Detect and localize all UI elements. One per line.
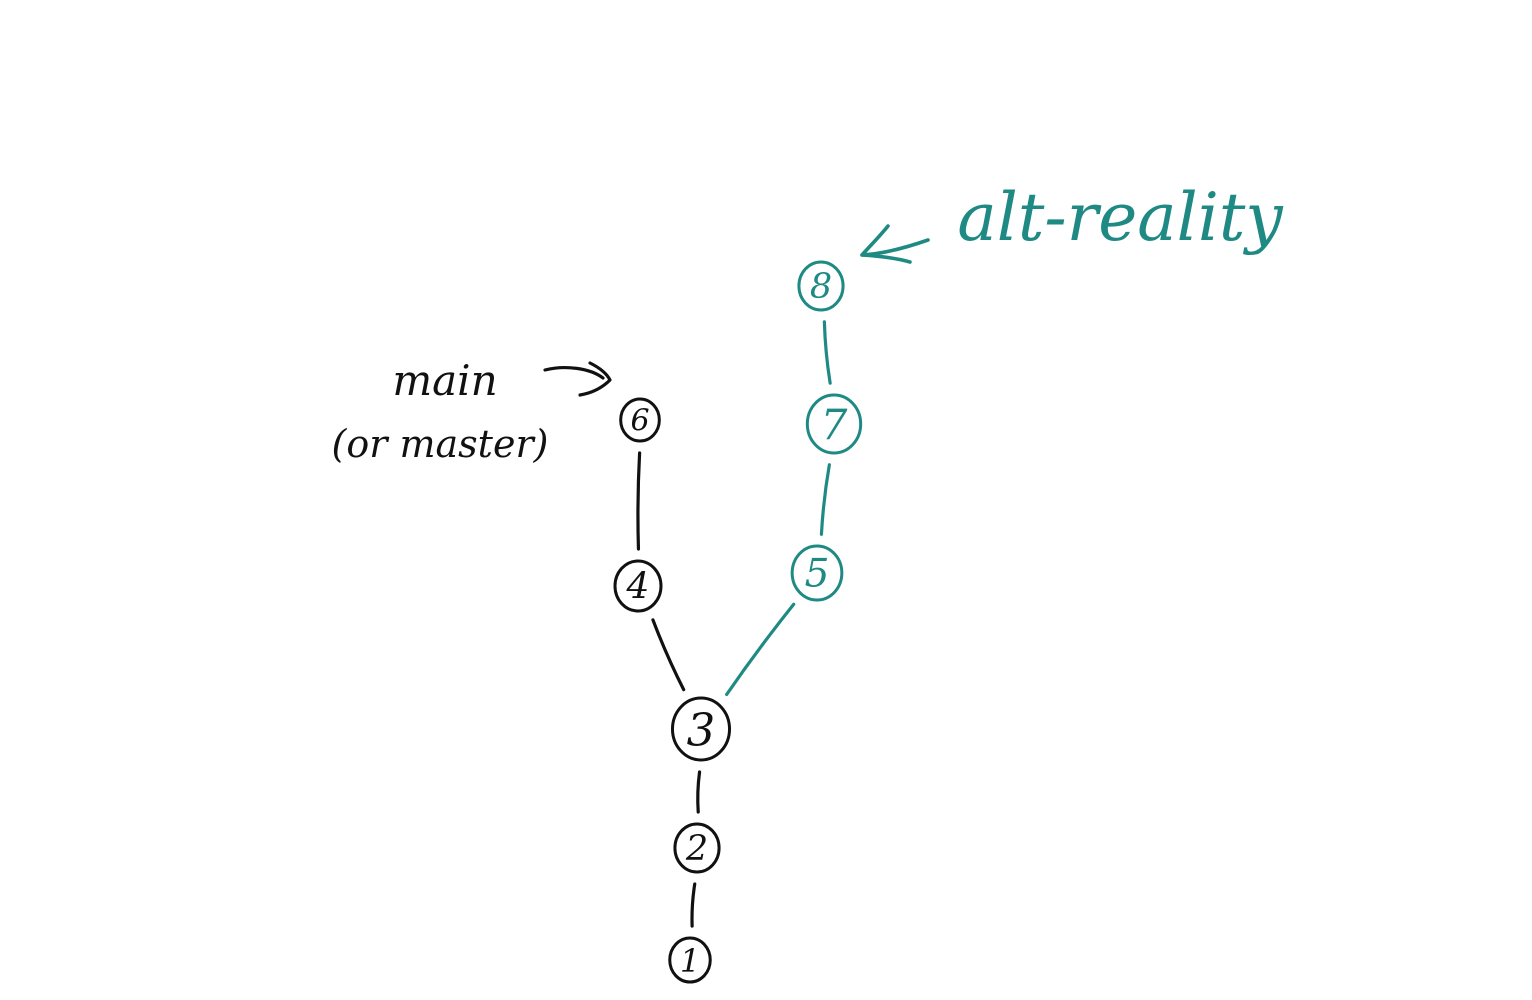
alt-arrow-icon: [862, 226, 928, 262]
commit-label: 4: [626, 567, 650, 608]
edge-n5-n7: [821, 465, 829, 535]
commit-node-1: 1: [670, 938, 710, 982]
edge-n3-n5: [727, 604, 794, 694]
commit-label: 8: [810, 267, 832, 307]
commit-node-5: 5: [792, 546, 842, 600]
main-branch-label-alt: (or master): [332, 422, 549, 466]
alt-branch-pointer: alt-reality: [862, 179, 1283, 262]
commit-edges: [638, 322, 830, 926]
alt-branch-label: alt-reality: [957, 179, 1283, 256]
commit-node-3: 3: [672, 698, 729, 760]
commit-label: 7: [821, 401, 848, 450]
commit-node-2: 2: [675, 824, 719, 872]
edge-n4-n6: [638, 453, 640, 549]
commit-label: 2: [685, 829, 708, 869]
commit-nodes: 1 2 3 4 6 5 7 8: [615, 262, 861, 982]
edge-n3-n4: [653, 620, 684, 690]
commit-label: 5: [805, 552, 830, 597]
edge-n1-n2: [692, 884, 695, 926]
commit-node-4: 4: [615, 561, 661, 611]
commit-node-7: 7: [807, 395, 860, 453]
main-arrow-icon: [545, 363, 610, 395]
commit-label: 6: [630, 404, 649, 439]
commit-label: 1: [680, 942, 700, 980]
commit-node-8: 8: [799, 262, 843, 310]
main-branch-label: main: [392, 356, 497, 405]
commit-node-6: 6: [621, 399, 660, 441]
main-branch-pointer: main (or master): [332, 356, 610, 466]
commit-label: 3: [687, 704, 716, 757]
edge-n2-n3: [698, 772, 700, 812]
edge-n7-n8: [824, 322, 830, 383]
